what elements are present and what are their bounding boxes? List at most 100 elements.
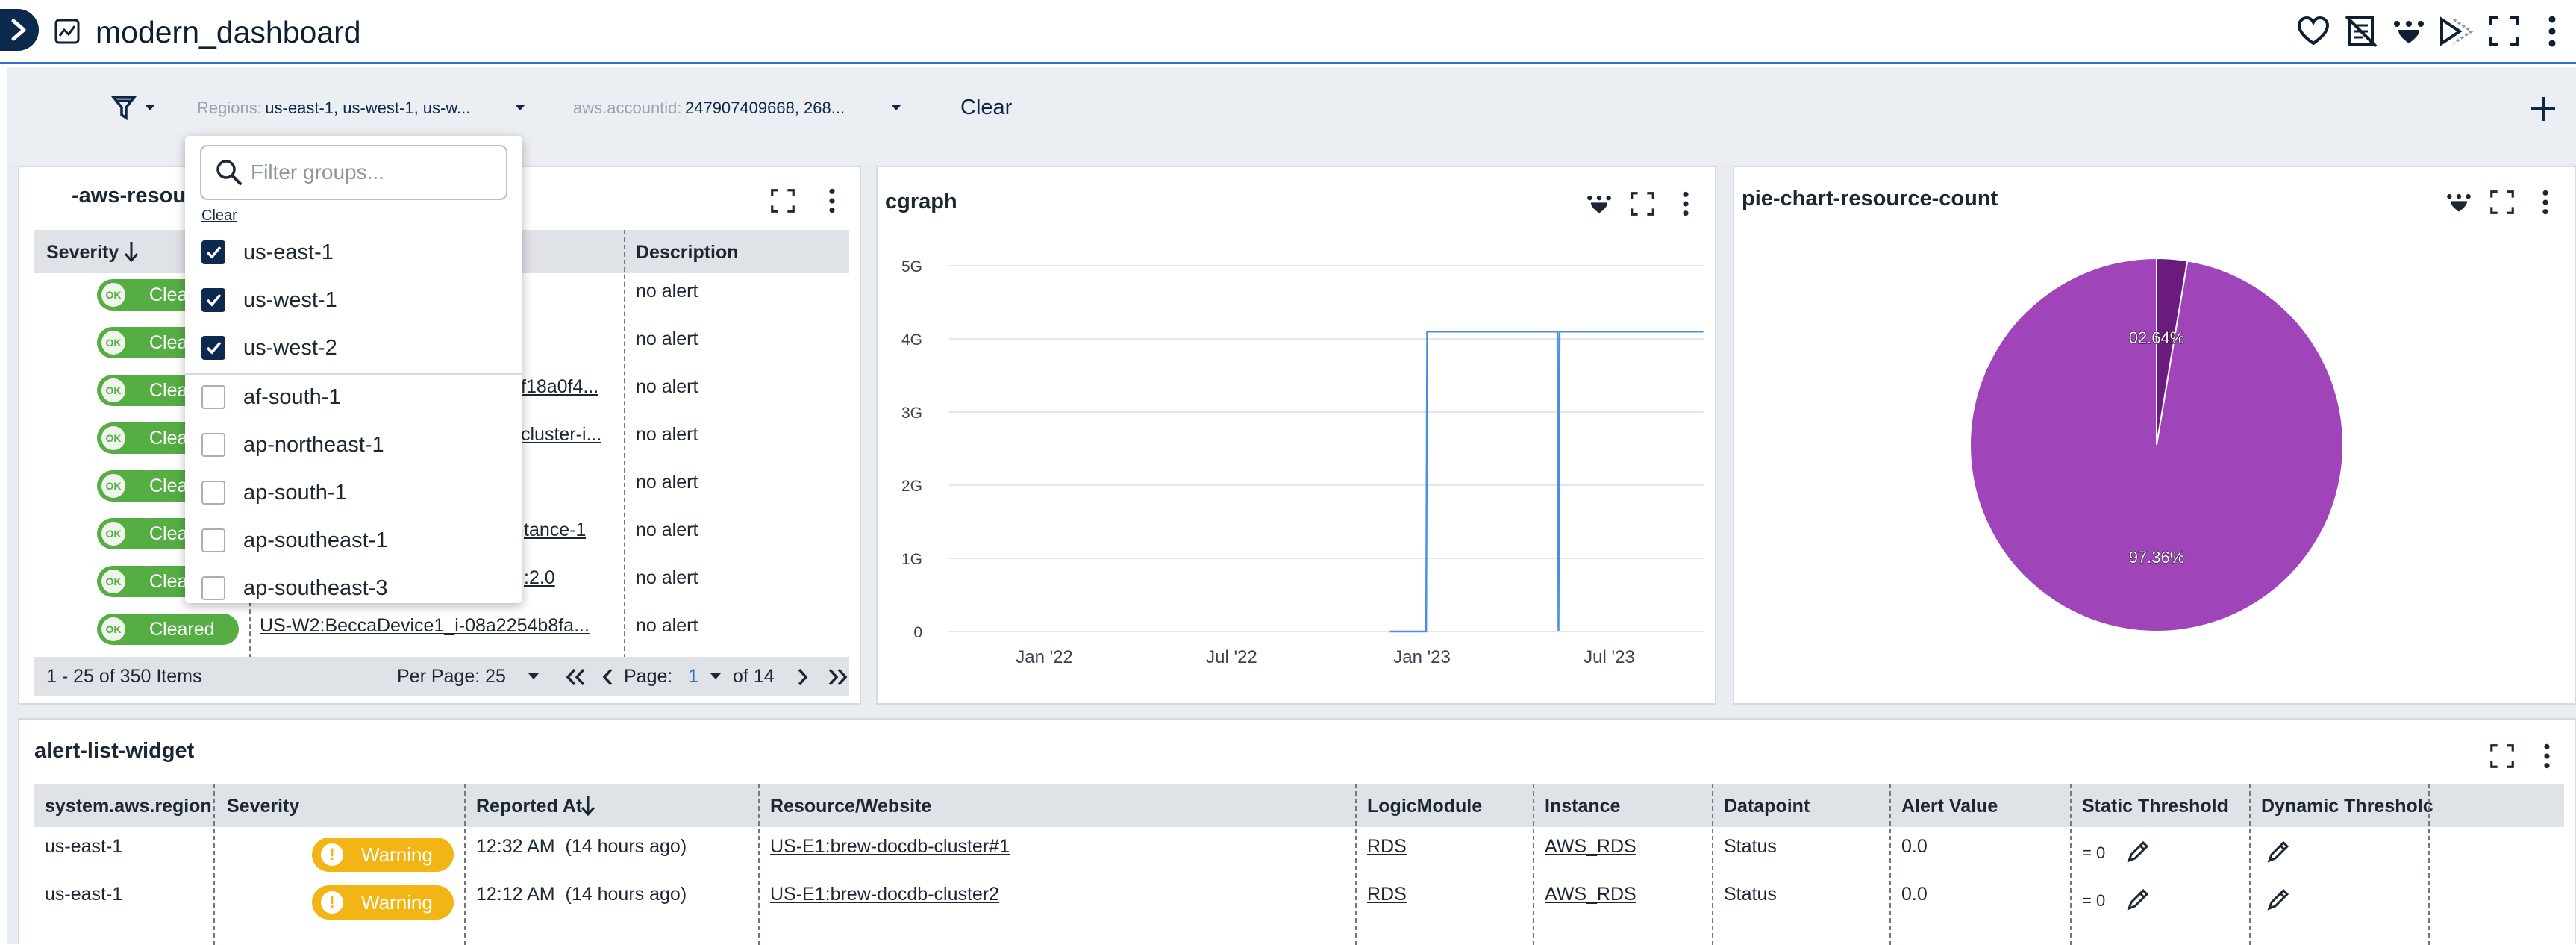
checkmark-icon	[206, 341, 222, 355]
report-off-icon[interactable]	[2343, 13, 2379, 49]
hearts-dots-icon[interactable]	[1585, 190, 1613, 218]
edit-pencil-icon[interactable]	[2266, 839, 2291, 864]
favorite-heart-icon[interactable]	[2295, 13, 2331, 49]
resource-link[interactable]: US-E1:brew-docdb-cluster#1	[770, 836, 1010, 857]
more-vertical-icon[interactable]	[2531, 188, 2560, 216]
col-region[interactable]: system.aws.region	[45, 796, 212, 817]
checkbox-checked[interactable]	[201, 240, 225, 264]
region-filter-dropdown: Clear us-east-1 us-west-1 us-west-2 af-s…	[185, 136, 522, 603]
filter-groups-input[interactable]	[249, 157, 495, 188]
fullscreen-icon[interactable]	[1628, 190, 1657, 218]
description-cell: no alert	[636, 567, 698, 588]
region-option[interactable]: us-east-1	[201, 230, 515, 273]
checkbox-unchecked[interactable]	[201, 385, 225, 409]
region-option[interactable]: us-west-1	[201, 278, 515, 321]
col-severity[interactable]: Severity	[227, 796, 300, 817]
col-description[interactable]: Description	[636, 242, 739, 263]
col-severity[interactable]: Severity	[46, 242, 119, 263]
caret-down-icon[interactable]	[890, 103, 903, 112]
caret-down-icon[interactable]	[709, 672, 722, 681]
col-logicmodule[interactable]: LogicModule	[1367, 796, 1483, 817]
checkbox-unchecked[interactable]	[201, 576, 225, 600]
pie-chart: 97.36% 02.64%	[1969, 257, 2345, 632]
col-dynamic-threshold[interactable]: Dynamic Thresholc	[2261, 796, 2433, 817]
col-datapoint[interactable]: Datapoint	[1724, 796, 1810, 817]
logicmodule-link[interactable]: RDS	[1367, 884, 1407, 905]
x-tick-label: Jul '22	[1206, 647, 1257, 667]
sort-down-icon[interactable]	[581, 794, 595, 817]
col-instance[interactable]: Instance	[1545, 796, 1621, 817]
more-vertical-icon[interactable]	[2534, 13, 2570, 49]
region-option[interactable]: ap-southeast-3	[201, 566, 515, 603]
last-page-icon[interactable]	[827, 667, 849, 687]
page-number-input[interactable]: 1	[688, 666, 698, 687]
next-page-icon[interactable]	[795, 667, 810, 687]
column-divider	[1533, 784, 1534, 945]
checkmark-icon	[206, 293, 222, 307]
resource-link[interactable]: tance-1	[524, 520, 587, 540]
resource-link[interactable]: :2.0	[524, 567, 555, 588]
hearts-dots-icon[interactable]	[2445, 188, 2473, 216]
resource-link[interactable]: US-E1:brew-docdb-cluster2	[770, 884, 1000, 905]
ok-icon: OK	[101, 570, 125, 593]
region-option[interactable]: ap-southeast-1	[201, 518, 515, 561]
region-option[interactable]: us-west-2	[201, 325, 515, 369]
per-page-select[interactable]: Per Page: 25	[397, 666, 506, 687]
resource-link[interactable]: US-W2:BeccaDevice1_i-08a2254b8fa...	[260, 615, 590, 636]
pie-slice	[1969, 257, 2345, 632]
prev-page-icon[interactable]	[600, 667, 615, 687]
col-resource[interactable]: Resource/Website	[770, 796, 932, 817]
region-option-label: us-east-1	[243, 240, 334, 264]
hearts-dots-icon[interactable]	[2391, 13, 2427, 49]
edit-pencil-icon[interactable]	[2125, 887, 2151, 912]
checkbox-checked[interactable]	[201, 336, 225, 360]
dropdown-clear-link[interactable]: Clear	[201, 208, 237, 224]
filter-icon[interactable]	[110, 94, 137, 121]
send-forward-icon[interactable]	[2439, 13, 2475, 49]
region-option-label: af-south-1	[243, 385, 341, 409]
col-reported-at[interactable]: Reported At	[476, 796, 583, 817]
col-static-threshold[interactable]: Static Threshold	[2082, 796, 2228, 817]
first-page-icon[interactable]	[564, 667, 587, 687]
instance-link[interactable]: AWS_RDS	[1545, 884, 1636, 905]
reported-at-cell: 12:32 AM (14 hours ago)	[476, 836, 687, 857]
account-filter[interactable]: aws.accountid: 247907409668, 268...	[573, 99, 845, 118]
checkbox-unchecked[interactable]	[201, 433, 225, 457]
caret-down-icon[interactable]	[513, 103, 527, 112]
edit-pencil-icon[interactable]	[2125, 839, 2151, 864]
checkbox-unchecked[interactable]	[201, 528, 225, 552]
more-vertical-icon[interactable]	[1672, 190, 1700, 218]
add-icon[interactable]	[2528, 94, 2558, 124]
filter-groups-search[interactable]	[200, 145, 507, 200]
region-option[interactable]: ap-northeast-1	[201, 422, 515, 466]
ok-icon: OK	[101, 283, 125, 307]
more-vertical-icon[interactable]	[818, 187, 846, 215]
caret-down-icon[interactable]	[527, 672, 540, 681]
ok-icon: OK	[101, 378, 125, 402]
y-tick-label: 1G	[901, 551, 922, 568]
checkbox-checked[interactable]	[201, 288, 225, 312]
fullscreen-icon[interactable]	[2488, 188, 2516, 216]
fullscreen-icon[interactable]	[2488, 742, 2516, 770]
nav-toggle-button[interactable]	[0, 9, 39, 51]
more-vertical-icon[interactable]	[2533, 742, 2561, 770]
column-divider	[2070, 784, 2072, 945]
items-count: 1 - 25 of 350 Items	[46, 666, 202, 687]
col-alert-value[interactable]: Alert Value	[1901, 796, 1998, 817]
caret-down-icon[interactable]	[143, 103, 157, 112]
checkbox-unchecked[interactable]	[201, 481, 225, 505]
clear-filters-button[interactable]: Clear	[960, 96, 1013, 119]
regions-filter[interactable]: Regions: us-east-1, us-west-1, us-w...	[197, 99, 470, 118]
logicmodule-link[interactable]: RDS	[1367, 836, 1407, 857]
region-option[interactable]: ap-south-1	[201, 470, 515, 514]
description-cell: no alert	[636, 376, 698, 397]
fullscreen-icon[interactable]	[769, 187, 797, 215]
resource-link[interactable]: cluster-i...	[521, 424, 602, 445]
resource-link[interactable]: f18a0f4...	[521, 376, 599, 397]
sort-down-icon[interactable]	[124, 240, 139, 263]
edit-pencil-icon[interactable]	[2266, 887, 2291, 912]
top-header: modern_dashboard	[0, 0, 2576, 64]
instance-link[interactable]: AWS_RDS	[1545, 836, 1636, 857]
region-option[interactable]: af-south-1	[201, 375, 515, 418]
fullscreen-icon[interactable]	[2486, 13, 2522, 49]
